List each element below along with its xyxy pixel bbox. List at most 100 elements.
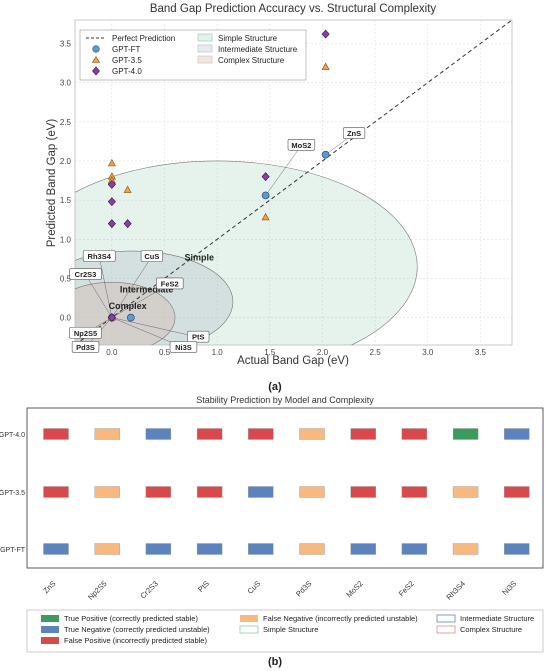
y-tick-label: 3.0 bbox=[60, 79, 72, 88]
svg-text:Rh3S4: Rh3S4 bbox=[88, 252, 112, 261]
y-tick-label: 1.0 bbox=[60, 235, 72, 244]
heatmap-cell bbox=[452, 543, 479, 555]
heatmap-cell bbox=[401, 543, 428, 555]
chart-a-points bbox=[107, 29, 330, 323]
region-label-complex: Complex bbox=[109, 301, 147, 311]
panel-a-caption: (a) bbox=[268, 381, 282, 393]
column-label-zns: ZnS bbox=[41, 579, 57, 595]
legend-true-positive: True Positive (correctly predicted stabl… bbox=[64, 614, 198, 623]
x-tick-label: 2.0 bbox=[317, 348, 329, 357]
region-simple bbox=[75, 160, 418, 345]
heatmap-cell bbox=[504, 543, 530, 555]
point-gpt-3-5 bbox=[107, 158, 116, 167]
heatmap-cell bbox=[248, 543, 274, 555]
chart-a-x-ticks: 0.0 0.5 1.0 1.5 2.0 2.5 3.0 3.5 bbox=[106, 348, 486, 357]
x-tick-label: 0.0 bbox=[106, 348, 118, 357]
y-tick-label: 2.5 bbox=[60, 118, 72, 127]
column-label-mos2: MoS2 bbox=[344, 579, 364, 599]
label-connector bbox=[111, 283, 170, 318]
heatmap-cell bbox=[248, 486, 274, 498]
y-tick-label: 0.0 bbox=[60, 314, 72, 323]
svg-text:Cr2S3: Cr2S3 bbox=[75, 270, 97, 279]
y-tick-label: 3.5 bbox=[60, 39, 72, 48]
panel-a-scatter-chart: Band Gap Prediction Accuracy vs. Structu… bbox=[46, 3, 513, 393]
point-gpt-4-0 bbox=[107, 219, 116, 229]
material-label-pts: PtS bbox=[187, 330, 210, 343]
label-connector bbox=[265, 145, 302, 196]
column-label-pts: PtS bbox=[196, 579, 211, 594]
legend-gpt-ft: GPT-FT bbox=[112, 45, 141, 54]
heatmap-cell bbox=[350, 486, 376, 498]
point-gpt-ft bbox=[261, 191, 270, 200]
material-label-np2s5: Np2S5 bbox=[69, 326, 102, 339]
svg-text:Ni3S: Ni3S bbox=[175, 343, 192, 352]
panel-b-caption: (b) bbox=[268, 656, 282, 668]
point-gpt-4-0 bbox=[107, 180, 116, 189]
material-label-pd3s: Pd3S bbox=[71, 341, 100, 353]
label-connector bbox=[111, 317, 199, 338]
svg-text:Np2S5: Np2S5 bbox=[74, 329, 97, 338]
legend-false-positive: False Positive (incorrectly predicted st… bbox=[64, 636, 207, 645]
panel-b-heatmap: Stability Prediction by Model and Comple… bbox=[0, 395, 544, 668]
material-label-cus: CuS bbox=[140, 250, 163, 262]
x-tick-label: 1.5 bbox=[264, 348, 276, 357]
chart-a-regions bbox=[75, 160, 418, 345]
legend-simple-structure: Simple Structure bbox=[218, 34, 278, 43]
material-label-mos2: MoS2 bbox=[287, 139, 316, 151]
svg-text:FeS2: FeS2 bbox=[161, 279, 179, 288]
material-label-cr2s3: Cr2S3 bbox=[69, 268, 102, 280]
heatmap-cell bbox=[350, 428, 376, 440]
chart-b-legend: True Positive (correctly predicted stabl… bbox=[26, 609, 544, 653]
material-label-zns: ZnS bbox=[342, 127, 366, 139]
chart-a-y-axis-label: Predicted Band Gap (eV) bbox=[46, 119, 58, 248]
material-label-fes2: FeS2 bbox=[156, 277, 184, 290]
point-gpt-4-0 bbox=[107, 197, 116, 207]
x-tick-label: 1.0 bbox=[212, 348, 224, 357]
heatmap-cell bbox=[94, 428, 120, 440]
legend-true-negative: True Negative (correctly predicted unsta… bbox=[64, 625, 210, 634]
row-label-gpt-3-5: GPT-3.5 bbox=[0, 490, 25, 497]
heatmap-cell bbox=[43, 486, 69, 498]
heatmap-cell bbox=[196, 428, 223, 440]
heatmap-cell bbox=[401, 486, 428, 498]
heatmap-cell bbox=[248, 428, 274, 440]
heatmap-cell bbox=[196, 486, 223, 498]
chart-b-cells bbox=[43, 428, 530, 555]
point-gpt-3-5 bbox=[261, 212, 270, 221]
heatmap-cell bbox=[299, 543, 325, 555]
chart-a-legend: Perfect Prediction GPT-FT GPT-3.5 GPT-4.… bbox=[79, 29, 307, 81]
point-gpt-3-5 bbox=[321, 62, 330, 70]
svg-text:PtS: PtS bbox=[192, 333, 205, 342]
region-labels: Simple Intermediate Complex bbox=[109, 252, 214, 311]
heatmap-cell bbox=[350, 543, 376, 555]
heatmap-cell bbox=[145, 486, 172, 498]
material-label-ni3s: Ni3S bbox=[169, 341, 198, 353]
legend-gpt-35: GPT-3.5 bbox=[112, 56, 142, 65]
heatmap-cell bbox=[299, 486, 325, 498]
column-label-fes2: FeS2 bbox=[397, 579, 416, 598]
chart-b-row-labels: GPT-4.0 GPT-3.5 GPT-FT bbox=[0, 432, 26, 554]
label-connector bbox=[98, 256, 113, 318]
legend-gpt-40: GPT-4.0 bbox=[112, 67, 142, 76]
label-connector bbox=[85, 274, 113, 318]
svg-text:ZnS: ZnS bbox=[347, 129, 361, 138]
heatmap-cell bbox=[452, 428, 479, 440]
legend-complex-structure: Complex Structure bbox=[218, 56, 285, 65]
heatmap-cell bbox=[401, 428, 428, 440]
heatmap-cell bbox=[145, 428, 172, 440]
svg-text:CuS: CuS bbox=[144, 252, 159, 261]
region-label-simple: Simple bbox=[184, 252, 214, 262]
heatmap-cell bbox=[504, 428, 530, 440]
column-label-ni3s: Ni3S bbox=[500, 579, 518, 597]
y-tick-label: 0.5 bbox=[60, 274, 72, 283]
chart-b-title: Stability Prediction by Model and Comple… bbox=[196, 395, 374, 405]
point-gpt-ft bbox=[126, 313, 135, 322]
heatmap-cell bbox=[43, 543, 69, 555]
column-label-cus: CuS bbox=[246, 579, 263, 596]
y-tick-label: 2.0 bbox=[60, 157, 72, 166]
column-label-np2s5: Np2S5 bbox=[86, 579, 109, 602]
label-connector bbox=[111, 256, 153, 318]
point-gpt-4-0 bbox=[321, 29, 330, 39]
heatmap-cell bbox=[504, 486, 530, 498]
x-tick-label: 3.5 bbox=[475, 348, 487, 357]
